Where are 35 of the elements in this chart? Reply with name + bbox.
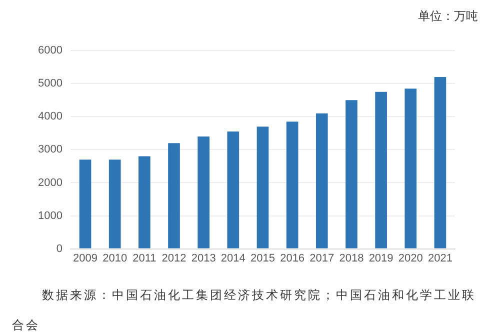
x-tick-label: 2015: [250, 252, 275, 264]
text: 单位：万吨: [418, 8, 478, 25]
x-tick-label: 2014: [220, 252, 246, 264]
bar: [256, 126, 269, 248]
bar: [375, 92, 387, 248]
x-tick-label: 2017: [310, 252, 334, 264]
x-tick-label: 2019: [368, 252, 394, 264]
bar: [346, 100, 358, 248]
bar: [316, 113, 328, 248]
x-tick-label: 2011: [132, 252, 156, 264]
bar: [434, 77, 446, 248]
x-tick-label: 2021: [428, 252, 452, 264]
bar: [286, 122, 298, 248]
x-tick-label: 2010: [102, 252, 128, 264]
bar: [198, 136, 210, 248]
y-tick-label: 3000: [38, 144, 62, 156]
x-tick-label: 2020: [398, 252, 423, 264]
bar: [168, 143, 180, 248]
y-tick-label: 2000: [38, 176, 62, 189]
bar: [79, 160, 92, 248]
y-tick-label: 0: [56, 242, 62, 255]
bar: [404, 88, 417, 248]
y-tick-label: 4000: [38, 110, 62, 123]
bar: [227, 132, 240, 248]
x-tick-label: 2018: [339, 252, 364, 264]
x-tick-label: 2013: [191, 252, 216, 264]
x-tick-label: 2016: [280, 252, 305, 264]
bar: [108, 160, 121, 248]
bar: [138, 156, 150, 248]
y-tick-label: 6000: [38, 44, 62, 57]
y-tick-label: 1000: [38, 210, 62, 222]
x-tick-label: 2012: [162, 252, 186, 264]
x-tick-label: 2009: [73, 252, 98, 264]
text: 数据来源：中国石油化工集团经济技术研究院；中国石油和化学工业联合会: [12, 288, 476, 332]
y-tick-label: 5000: [38, 78, 62, 90]
